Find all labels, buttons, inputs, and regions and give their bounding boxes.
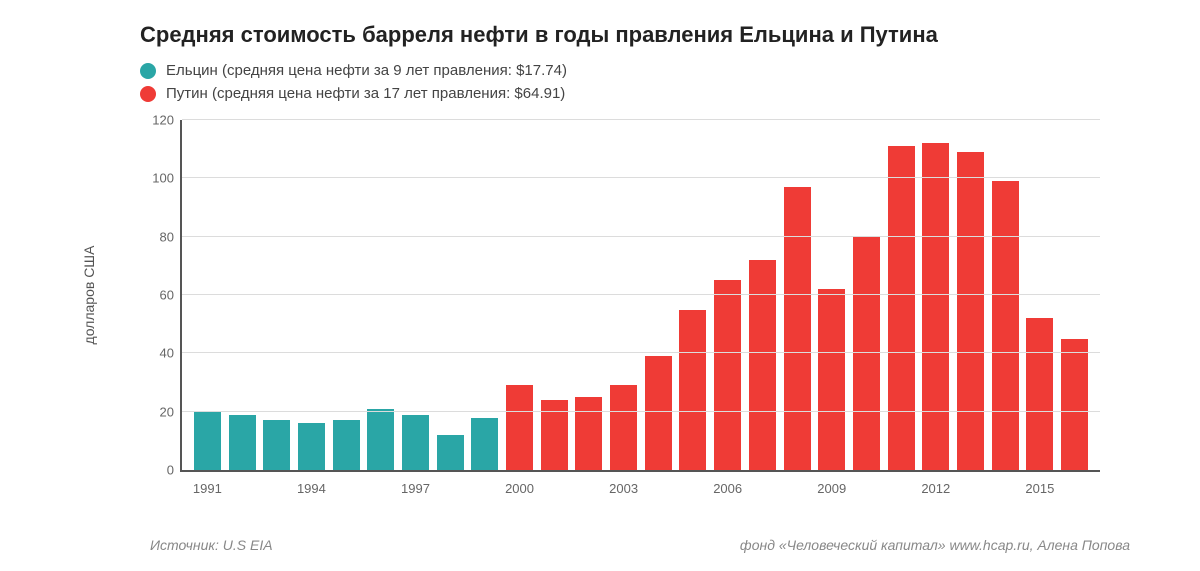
bar [610,385,637,470]
x-tick-label: 2000 [505,481,534,496]
bar-slot: 2003 [606,120,641,470]
bar [1061,339,1088,470]
bar [229,415,256,470]
legend-label-putin: Путин (средняя цена нефти за 17 лет прав… [166,85,565,102]
grid-line [182,411,1100,412]
grid-line [182,236,1100,237]
bar [367,409,394,470]
grid-line [182,294,1100,295]
bar [714,280,741,470]
bar [818,289,845,470]
legend-swatch-putin [140,86,156,102]
bar-slot [259,120,294,470]
bar-slot [329,120,364,470]
bar-slot: 2006 [710,120,745,470]
y-tick-label: 120 [138,113,174,128]
bar-slot [641,120,676,470]
x-tick-label: 2015 [1025,481,1054,496]
bar [922,143,949,470]
bar-slot: 2015 [1023,120,1058,470]
bar [1026,318,1053,470]
bar-slot: 1994 [294,120,329,470]
y-tick-label: 0 [138,463,174,478]
x-tick-label: 1997 [401,481,430,496]
legend-label-yeltsin: Ельцин (средняя цена нефти за 9 лет прав… [166,62,567,79]
source-right: фонд «Человеческий капитал» www.hcap.ru,… [740,537,1130,553]
bar-slot [780,120,815,470]
grid-line [182,119,1100,120]
source-left: Источник: U.S EIA [150,537,273,553]
bar-slot [745,120,780,470]
bar [437,435,464,470]
legend: Ельцин (средняя цена нефти за 9 лет прав… [140,62,1170,102]
bar-slot: 2009 [814,120,849,470]
bar [333,420,360,470]
bar [679,310,706,470]
plot-area: долларов США 199119941997200020032006200… [180,120,1100,472]
x-tick-label: 2012 [921,481,950,496]
bar-slot [363,120,398,470]
bar-slot [676,120,711,470]
bars-group: 1991 1994 1997 2000 2003 2006 2009 2012 2015 [182,120,1100,470]
y-tick-label: 20 [138,404,174,419]
bar-slot [468,120,503,470]
bar-slot [884,120,919,470]
legend-item-putin: Путин (средняя цена нефти за 17 лет прав… [140,85,1170,102]
bar-slot: 2000 [502,120,537,470]
grid-line [182,352,1100,353]
bar-slot [225,120,260,470]
bar [575,397,602,470]
x-tick-label: 2003 [609,481,638,496]
chart-container: Средняя стоимость барреля нефти в годы п… [0,0,1200,571]
bar [471,418,498,471]
grid-line [182,177,1100,178]
x-tick-label: 2009 [817,481,846,496]
bar [263,420,290,470]
bar-slot: 1997 [398,120,433,470]
bar-slot [953,120,988,470]
y-tick-label: 100 [138,171,174,186]
y-tick-label: 40 [138,346,174,361]
chart-title: Средняя стоимость барреля нефти в годы п… [140,22,1170,48]
bar [888,146,915,470]
bar [645,356,672,470]
x-tick-label: 1991 [193,481,222,496]
bar-slot [537,120,572,470]
bar [194,412,221,470]
bar-slot [988,120,1023,470]
y-axis-label: долларов США [81,246,97,345]
bar-slot [849,120,884,470]
chart-footer: Источник: U.S EIA фонд «Человеческий кап… [150,537,1130,553]
y-tick-label: 80 [138,229,174,244]
bar-slot [572,120,607,470]
legend-item-yeltsin: Ельцин (средняя цена нефти за 9 лет прав… [140,62,1170,79]
bar [992,181,1019,470]
bar [506,385,533,470]
x-tick-label: 1994 [297,481,326,496]
bar-slot: 1991 [190,120,225,470]
bar-slot [1057,120,1092,470]
bar [402,415,429,470]
bar-slot [433,120,468,470]
bar-slot: 2012 [918,120,953,470]
legend-swatch-yeltsin [140,63,156,79]
bar [957,152,984,470]
bar [749,260,776,470]
x-tick-label: 2006 [713,481,742,496]
bar [784,187,811,470]
y-tick-label: 60 [138,288,174,303]
bar [298,423,325,470]
